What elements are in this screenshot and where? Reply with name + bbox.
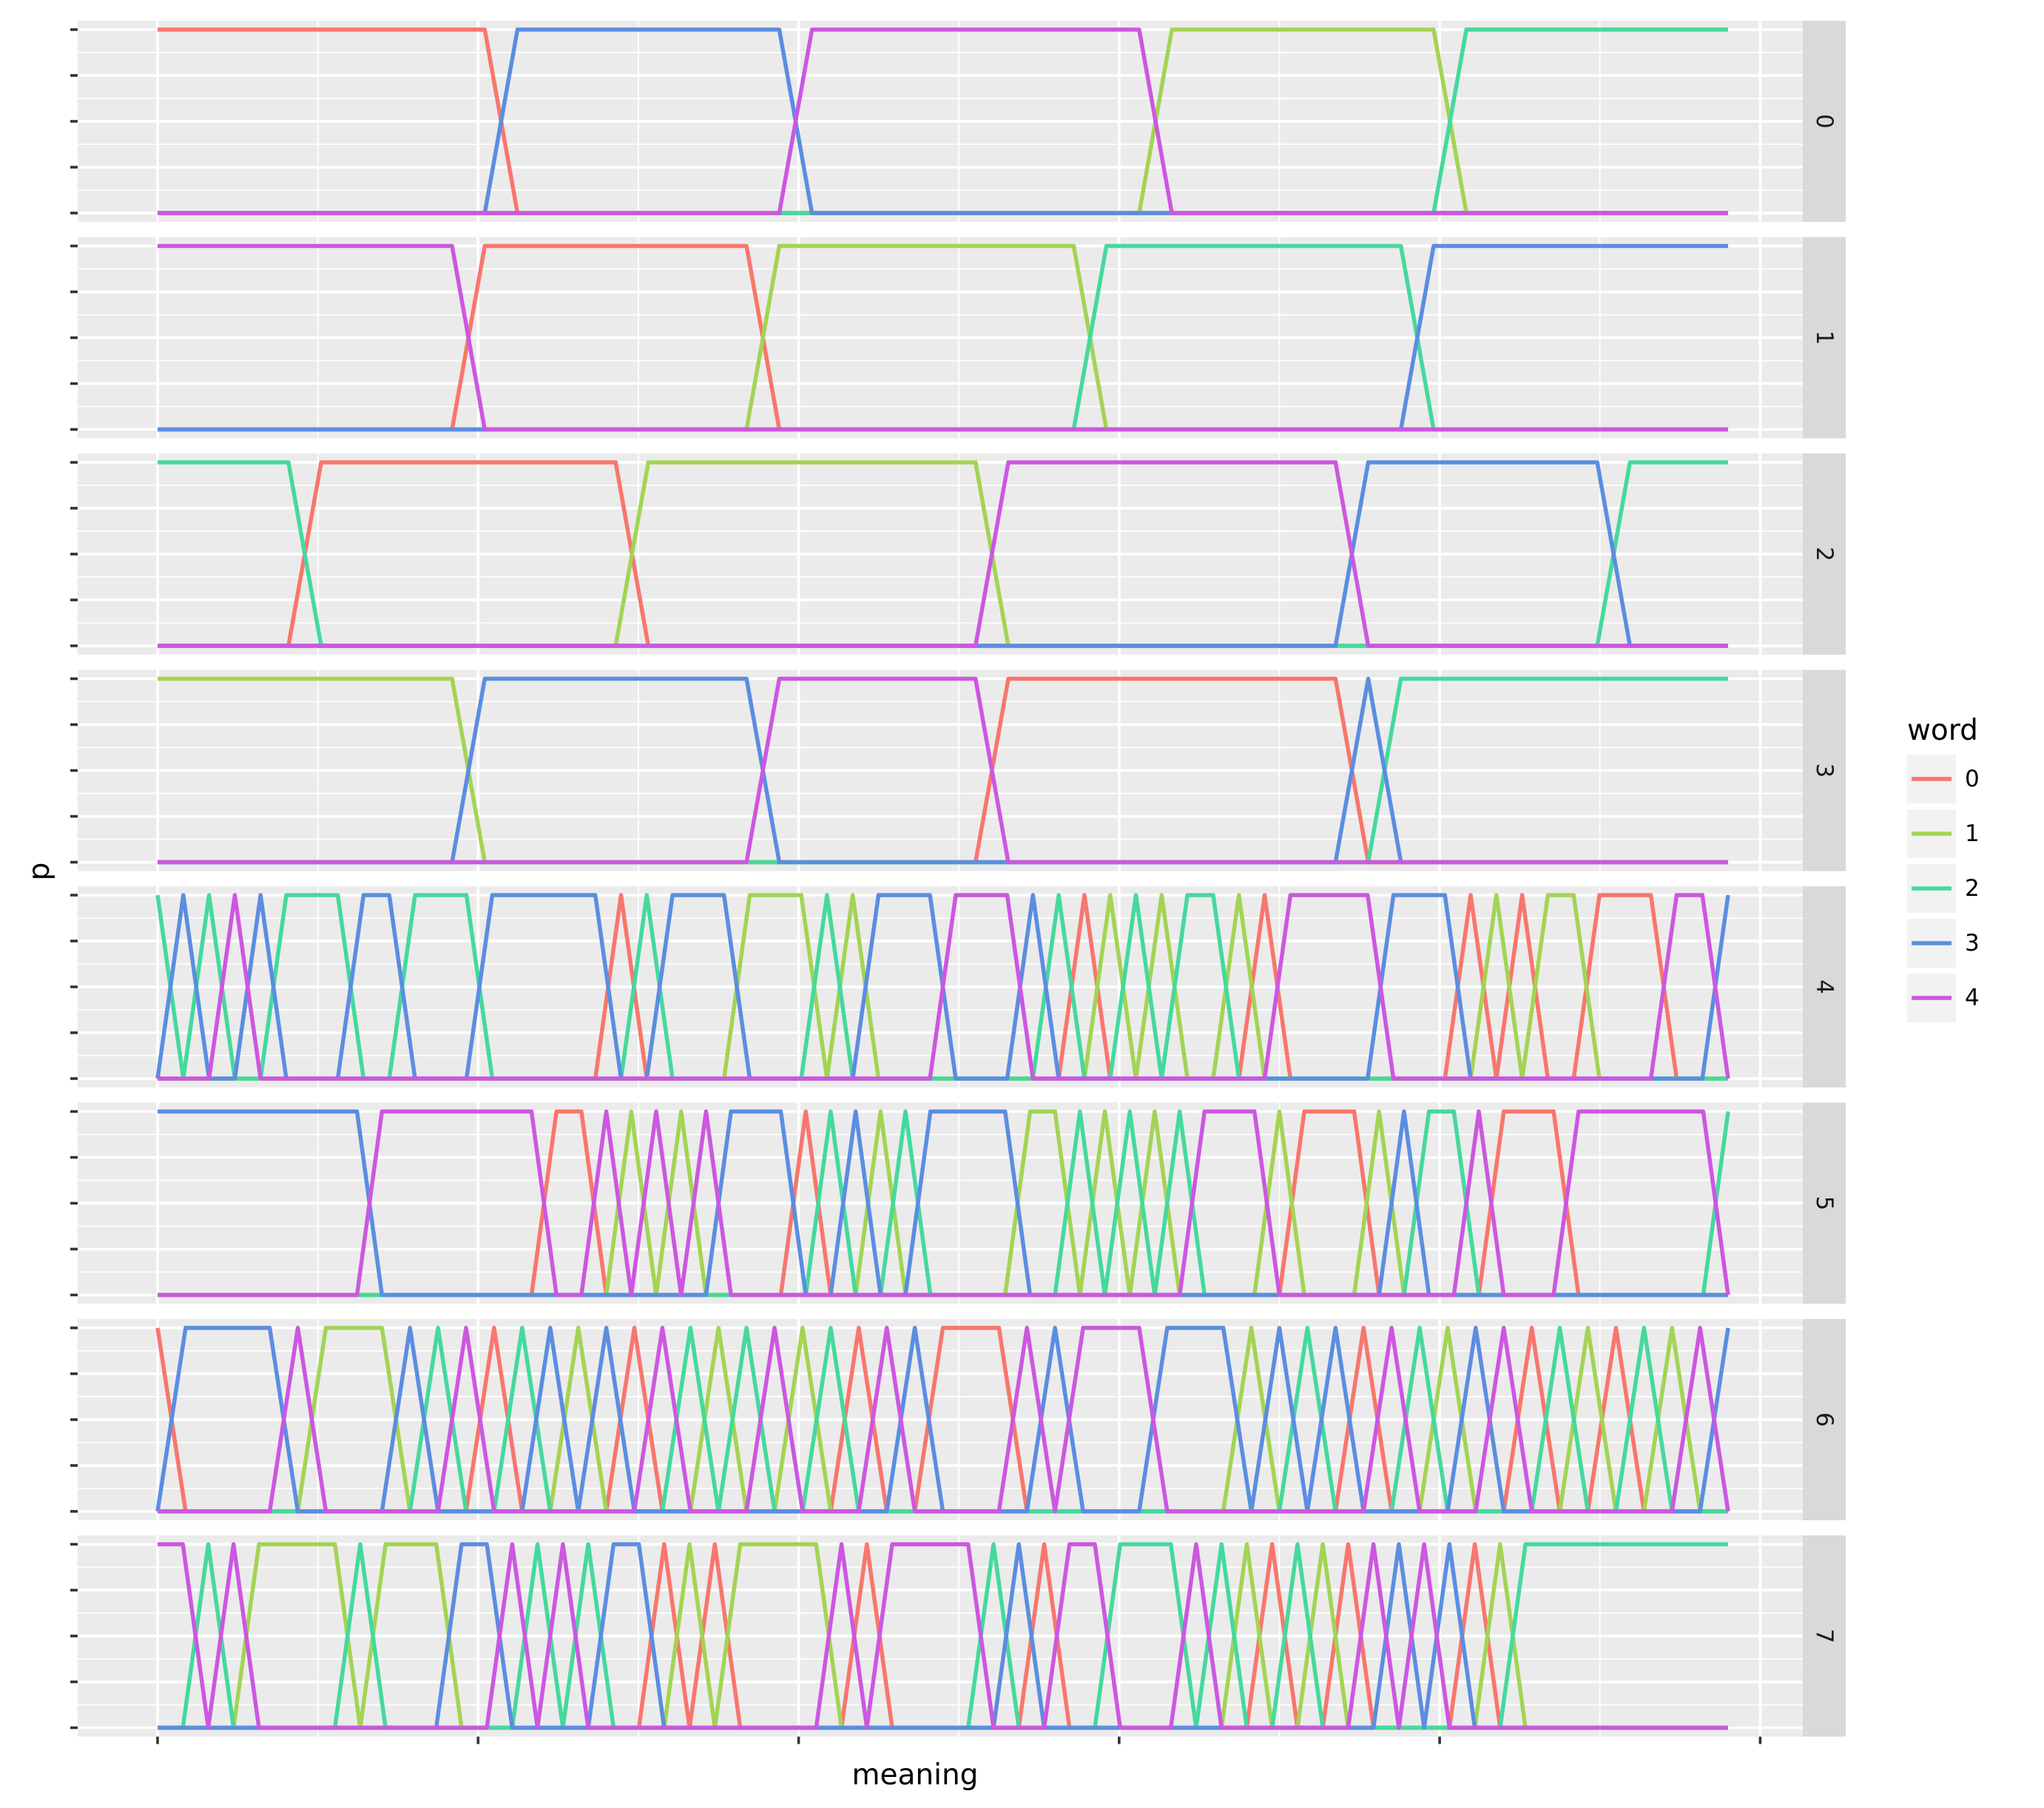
facet-strip [1803,21,1846,222]
facet-strip-label: 2 [1811,547,1838,561]
legend-label: 4 [1965,985,1980,1011]
facet-panel-3: 3 [70,669,1846,871]
series-line-word-3 [158,1109,1728,1298]
series-line-word-4 [158,460,1728,648]
facet-panels: 0 1 2 3 4 5 6 7 [70,21,1846,1737]
legend-item-word-1: 1 [1907,809,1980,858]
x-axis-title: meaning [852,1758,979,1792]
facet-strip [1803,453,1846,655]
facet-strip [1803,237,1846,439]
facet-panel-4: 4 [70,886,1846,1087]
legend-label: 2 [1965,875,1980,902]
facet-strip [1803,1102,1846,1304]
facet-strip-label: 1 [1811,331,1838,345]
legend-title: word [1907,714,1978,747]
series-line-word-4 [158,243,1728,432]
legend-item-word-2: 2 [1907,864,1980,913]
legend-keys: 0 1 2 3 4 [1907,755,1980,1022]
facet-strip-label: 0 [1811,114,1838,129]
facet-strip [1803,1535,1846,1737]
facet-strip-label: 4 [1811,979,1838,994]
facet-panel-6: 6 [70,1319,1846,1520]
legend: word 0 1 2 3 4 [1907,714,1980,1022]
facet-panel-2: 2 [70,453,1846,655]
x-axis [156,1736,1762,1744]
series-line-word-4 [158,893,1730,1081]
facet-strip [1803,1319,1846,1520]
legend-item-word-3: 3 [1907,919,1980,968]
facet-panel-1: 1 [70,237,1846,439]
legend-label: 3 [1965,930,1980,957]
series-line-word-4 [158,1109,1730,1298]
facet-strip [1803,886,1846,1087]
facet-strip-label: 5 [1811,1196,1838,1211]
legend-label: 1 [1965,820,1980,847]
facet-strip [1803,669,1846,871]
y-axis-title: p [23,863,56,881]
legend-item-word-4: 4 [1907,974,1980,1022]
facet-panel-0: 0 [70,21,1846,222]
facet-panel-7: 7 [70,1535,1846,1737]
facet-panel-5: 5 [70,1102,1846,1304]
series-line-word-4 [158,676,1728,865]
legend-item-word-0: 0 [1907,755,1980,803]
facet-strip-label: 3 [1811,763,1838,778]
series-line-word-4 [158,1542,1728,1730]
series-line-word-4 [158,27,1728,215]
facet-strip-label: 6 [1811,1412,1838,1427]
facet-strip-label: 7 [1811,1629,1838,1644]
series-line-word-4 [158,1326,1730,1514]
legend-label: 0 [1965,766,1980,792]
